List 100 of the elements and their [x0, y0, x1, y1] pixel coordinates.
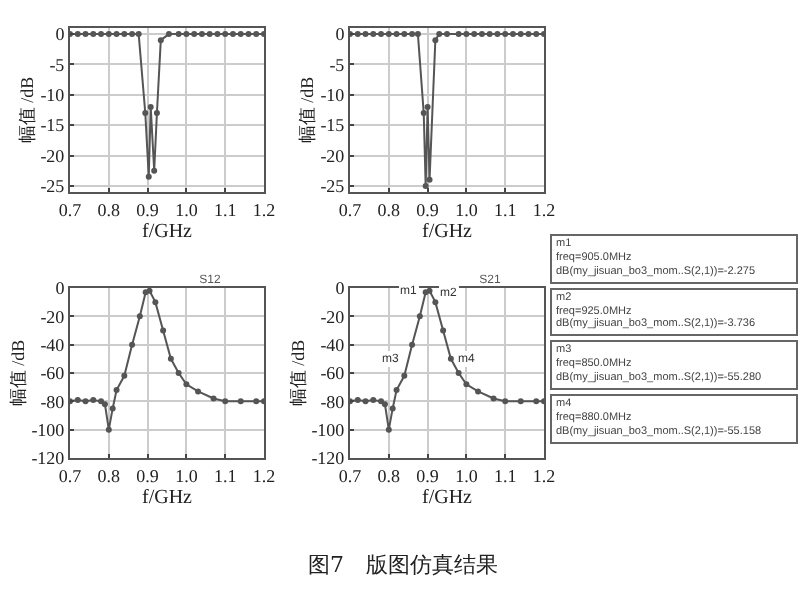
x-tick-label: 1.2 [252, 199, 276, 220]
x-axis-title: f/GHz [142, 486, 194, 509]
point [409, 341, 416, 348]
point [195, 388, 202, 395]
y-axis-title: 幅值 /dB [297, 76, 318, 144]
point [167, 355, 174, 362]
point [416, 313, 423, 320]
point [422, 182, 429, 189]
point [245, 31, 252, 38]
x-tick-label: 1.1 [493, 199, 517, 220]
point [389, 405, 396, 412]
point [121, 372, 128, 379]
point [175, 370, 182, 376]
point [90, 396, 97, 403]
y-axis-title: 幅值 /dB [8, 339, 29, 407]
x-axis-title: f/GHz [142, 220, 194, 243]
x-tick-label: 1.2 [532, 465, 556, 486]
x-tick-label: 0.7 [58, 465, 83, 486]
point [517, 398, 524, 405]
point [370, 396, 377, 403]
point [440, 327, 447, 334]
point [432, 299, 439, 306]
y-tick-label: 0 [335, 24, 346, 45]
y-tick-label: 0 [55, 278, 66, 299]
x-tick-label: 0.9 [136, 465, 160, 486]
point [160, 327, 167, 334]
point [82, 398, 89, 405]
point [401, 372, 408, 379]
point [463, 381, 470, 388]
x-tick-label: 0.9 [136, 199, 160, 220]
point [475, 388, 482, 395]
point [105, 426, 112, 433]
y-tick-label: -15 [320, 115, 346, 136]
y-tick-label: -5 [49, 54, 66, 75]
point [237, 31, 244, 38]
x-tick-label: 1.2 [532, 199, 556, 220]
y-tick-label: -40 [320, 334, 346, 355]
y-tick-label: -80 [40, 391, 66, 412]
point [206, 31, 213, 38]
point [447, 355, 454, 362]
y-tick-label: -25 [40, 176, 66, 197]
x-tick-label: 1.0 [455, 465, 479, 486]
y-tick-label: -120 [31, 448, 66, 469]
point [157, 37, 164, 44]
point [401, 31, 408, 38]
y-tick-label: -60 [40, 363, 66, 384]
y-tick-label: -10 [320, 85, 346, 106]
point [121, 31, 128, 38]
x-axis-title: f/GHz [422, 220, 474, 243]
x-tick-label: 0.9 [416, 199, 440, 220]
x-tick-label: 1.1 [213, 465, 237, 486]
point [183, 381, 190, 388]
x-tick-label: 0.7 [338, 465, 363, 486]
point [113, 387, 120, 393]
y-tick-label: -100 [311, 419, 346, 440]
point [183, 31, 190, 38]
point [490, 395, 497, 402]
point [142, 110, 149, 117]
point [74, 396, 81, 403]
x-axis-title: f/GHz [422, 486, 474, 509]
y-tick-label: -120 [311, 448, 346, 469]
point [147, 103, 154, 110]
point [175, 31, 182, 38]
y-tick-label: -40 [40, 334, 66, 355]
point [424, 103, 431, 110]
point [455, 370, 462, 376]
point [354, 396, 361, 403]
y-tick-label: -15 [40, 115, 66, 136]
point [455, 31, 462, 38]
point [494, 31, 501, 38]
line-series [350, 31, 544, 189]
point [151, 167, 158, 174]
point [385, 426, 392, 433]
y-axis-title: 幅值 /dB [288, 339, 309, 407]
point [214, 31, 221, 38]
y-tick-label: -80 [320, 391, 346, 412]
y-tick-label: -5 [329, 54, 346, 75]
point [152, 299, 159, 306]
point [153, 110, 160, 117]
y-tick-label: -20 [320, 145, 346, 166]
x-tick-label: 0.8 [377, 199, 402, 220]
point [393, 387, 400, 393]
point [135, 31, 142, 38]
point [463, 31, 470, 38]
point [517, 31, 524, 38]
y-tick-label: 0 [55, 24, 66, 45]
x-tick-label: 0.8 [97, 199, 122, 220]
x-tick-label: 1.1 [213, 199, 237, 220]
point [210, 395, 217, 402]
point [502, 398, 509, 405]
caption: 图7 版图仿真结果 [306, 550, 500, 580]
y-tick-label: -20 [40, 145, 66, 166]
point [222, 398, 229, 405]
y-axis-title: 幅值 /dB [17, 76, 38, 144]
y-tick-label: -100 [31, 419, 66, 440]
x-tick-label: 0.7 [58, 199, 83, 220]
y-tick-label: -20 [320, 306, 346, 327]
point [432, 37, 439, 44]
point [362, 398, 369, 405]
y-tick-label: -10 [40, 85, 66, 106]
